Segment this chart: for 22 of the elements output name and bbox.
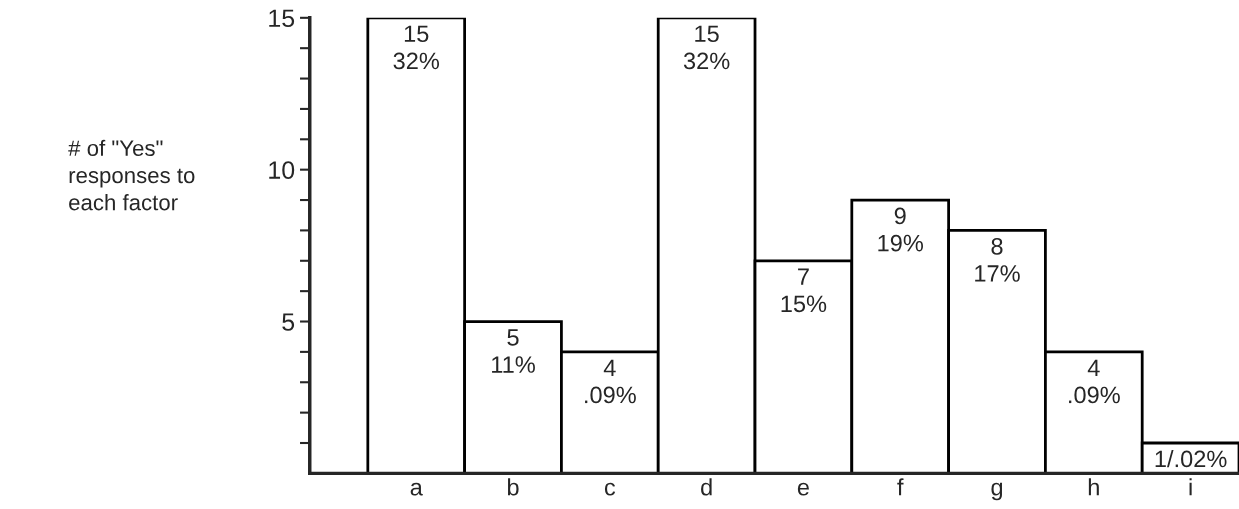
text: 4 .09% bbox=[585, 359, 636, 404]
y-axis-title: # of "Yes" responses to each factor bbox=[68, 139, 195, 211]
y-tick-label: 15 bbox=[269, 9, 295, 28]
x-tick-label: c bbox=[604, 482, 616, 496]
text: 9 19% bbox=[878, 207, 923, 252]
text: 1/.02% bbox=[1155, 449, 1227, 468]
text: 4 .09% bbox=[1069, 359, 1120, 404]
text: 5 11% bbox=[492, 329, 535, 373]
x-tick-label: f bbox=[897, 478, 904, 496]
text: 15 32% bbox=[683, 25, 730, 70]
x-tick-label: e bbox=[797, 482, 809, 496]
x-tick-label: a bbox=[410, 482, 423, 496]
x-tick-label: g bbox=[991, 482, 1003, 501]
text: 8 17% bbox=[975, 237, 1020, 282]
y-tick-label: 5 bbox=[282, 313, 295, 331]
y-tick-label: 10 bbox=[269, 161, 295, 179]
x-tick-label: i bbox=[1189, 478, 1192, 496]
text: 7 15% bbox=[781, 268, 827, 313]
x-tick-label: d bbox=[701, 478, 712, 496]
x-tick-label: h bbox=[1088, 478, 1099, 496]
text: 15 32% bbox=[393, 25, 440, 70]
x-tick-label: b bbox=[507, 478, 519, 496]
